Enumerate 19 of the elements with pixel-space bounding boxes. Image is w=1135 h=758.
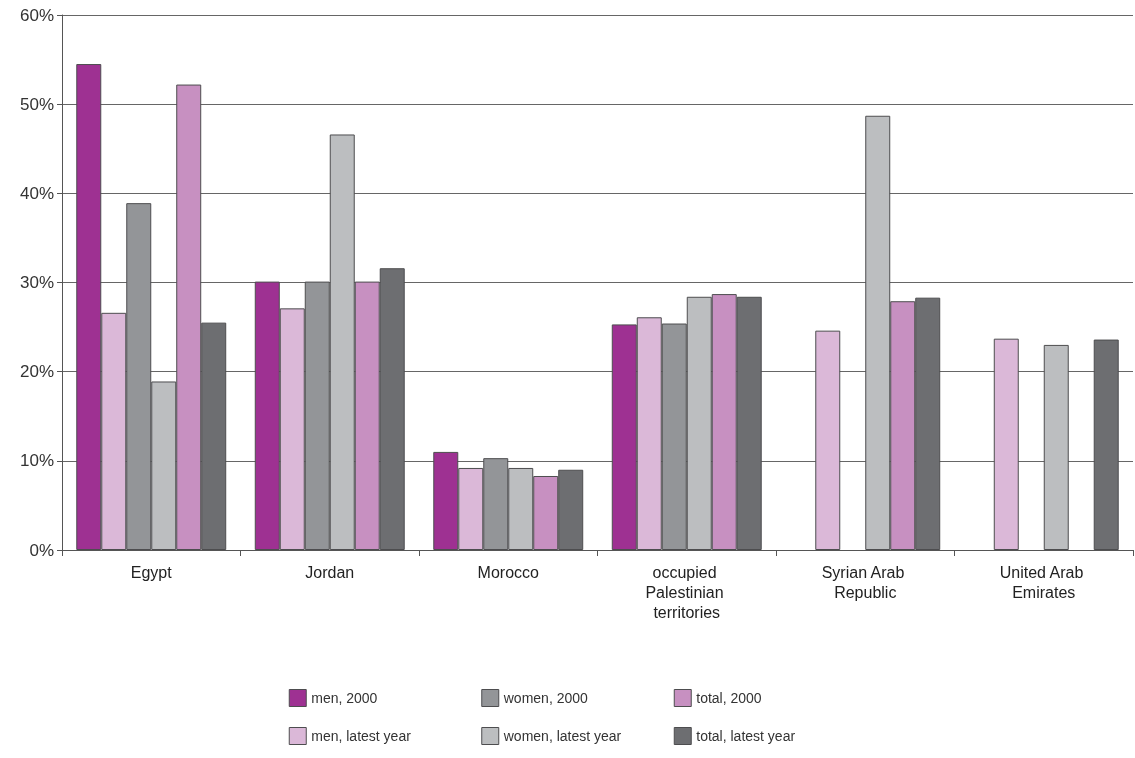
legend-label: men, 2000 xyxy=(311,690,378,706)
x-tick-label: occupied Palestinian territories xyxy=(645,563,729,621)
x-tick-label: Egypt xyxy=(130,563,173,581)
y-tick-label: 30% xyxy=(19,273,54,292)
x-tick-label: Jordan xyxy=(305,563,355,581)
y-tick-label: 20% xyxy=(19,362,54,382)
y-tick-label: 10% xyxy=(19,451,54,471)
y-tick-label: 40% xyxy=(19,183,54,203)
x-tick-label: United Arab Emirates xyxy=(999,563,1088,601)
y-tick-label: 0% xyxy=(29,540,54,560)
x-tick-label: Morocco xyxy=(477,563,540,581)
legend-label: women, 2000 xyxy=(502,690,589,706)
legend-label: total, 2000 xyxy=(696,690,762,706)
legend-label: total, latest year xyxy=(696,728,796,744)
legend-label: women, latest year xyxy=(502,728,622,744)
y-tick-label: 50% xyxy=(19,94,54,114)
legend-label: men, latest year xyxy=(311,728,412,744)
y-tick-label: 60% xyxy=(19,5,54,25)
x-tick-label: Syrian Arab Republic xyxy=(821,563,909,601)
